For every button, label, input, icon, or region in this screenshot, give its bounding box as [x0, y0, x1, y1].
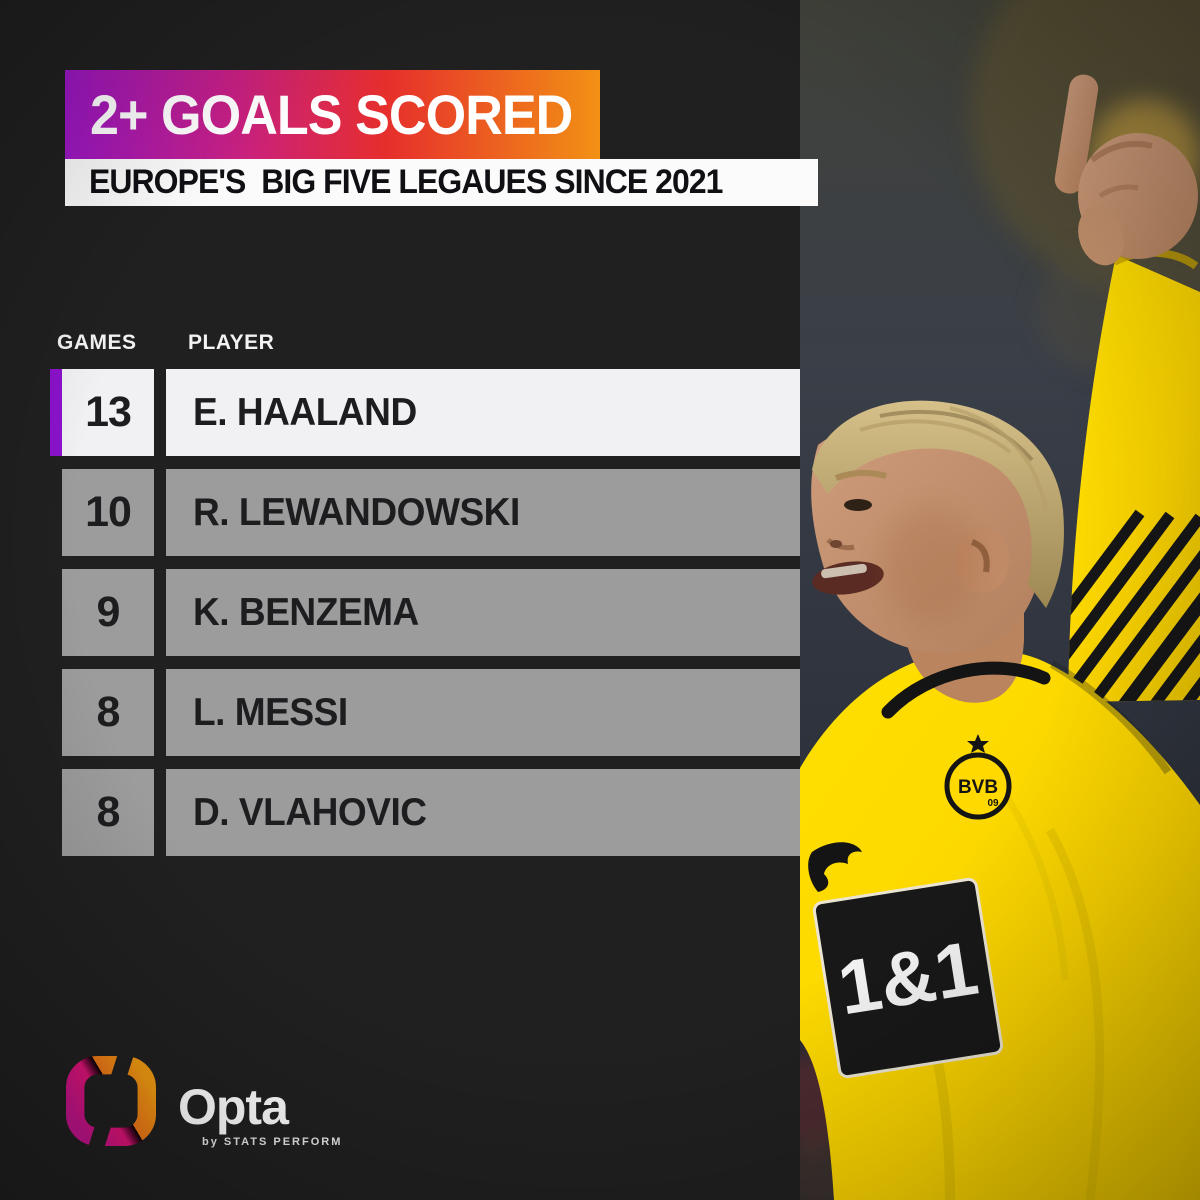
- player-photo: BVB 09 1&1: [764, 0, 1200, 1200]
- collar-trim: [881, 661, 1051, 719]
- games-value: 13: [85, 388, 132, 436]
- games-cell: 10: [62, 469, 154, 556]
- nostril: [830, 540, 842, 548]
- column-header-games: GAMES: [57, 331, 137, 354]
- thumb: [1078, 206, 1124, 266]
- hair-strand: [949, 406, 1048, 511]
- highlight-stripe: [50, 369, 62, 456]
- games-value: 8: [96, 688, 121, 736]
- page-title: 2+ GOALS SCORED: [90, 83, 573, 146]
- bvb-badge-number: 09: [987, 798, 999, 809]
- player-cell: K. BENZEMA: [166, 569, 800, 656]
- games-cell: 8: [62, 769, 154, 856]
- title-bar: 2+ GOALS SCORED: [65, 70, 600, 159]
- cheek-shading: [882, 507, 978, 623]
- column-header-player: PLAYER: [188, 331, 275, 354]
- player-name: K. BENZEMA: [193, 590, 419, 634]
- table-row: 10 R. LEWANDOWSKI: [50, 469, 800, 556]
- games-value: 10: [85, 488, 132, 536]
- brand-name: Opta: [178, 1079, 289, 1135]
- pointing-hand: [1054, 74, 1198, 266]
- underarm-shadow: [1049, 660, 1172, 775]
- index-finger: [1054, 74, 1099, 194]
- bvb-badge-text: BVB: [958, 777, 998, 798]
- bvb-badge-star: [967, 734, 989, 753]
- hair-strand: [859, 419, 1012, 454]
- games-cell: 9: [62, 569, 154, 656]
- player-hair: [812, 400, 1064, 608]
- knuckle-line: [1090, 140, 1153, 163]
- table-row: 13 E. HAALAND: [50, 369, 800, 456]
- brand-footer: Opta by STATS PERFORM: [66, 1056, 342, 1148]
- shoulder-stripes: [1068, 401, 1200, 702]
- player-name: E. HAALAND: [193, 390, 417, 434]
- eye: [844, 499, 872, 511]
- subtitle-bar: EUROPE'S BIG FIVE LEGAUES SINCE 2021: [65, 159, 818, 206]
- player-photo-illustration: BVB 09 1&1: [764, 0, 1200, 1200]
- page-subtitle: EUROPE'S BIG FIVE LEGAUES SINCE 2021: [89, 163, 723, 201]
- table-row: 8 L. MESSI: [50, 669, 800, 756]
- mouth: [812, 561, 884, 595]
- player-name: D. VLAHOVIC: [193, 790, 427, 834]
- teeth: [821, 563, 867, 579]
- eyebrow: [834, 470, 887, 481]
- bvb-badge: BVB 09: [944, 734, 1012, 820]
- brand-subtitle: by STATS PERFORM: [202, 1136, 343, 1148]
- brand-words: Opta by STATS PERFORM: [178, 1056, 342, 1148]
- games-value: 8: [96, 788, 121, 836]
- knuckle-line: [1098, 184, 1139, 199]
- sponsor-patch: 1&1: [812, 877, 1004, 1079]
- ear-inner: [970, 539, 990, 573]
- jersey-sleeve: [1068, 255, 1200, 702]
- opta-logo-icon: [66, 1056, 156, 1146]
- player-cell: L. MESSI: [166, 669, 800, 756]
- player-name: R. LEWANDOWSKI: [193, 490, 520, 534]
- player-cell: E. HAALAND: [166, 369, 800, 456]
- bvb-badge-circle: [944, 752, 1012, 820]
- player-cell: R. LEWANDOWSKI: [166, 469, 800, 556]
- table-row: 9 K. BENZEMA: [50, 569, 800, 656]
- jersey-fold: [1046, 827, 1105, 1200]
- raised-arm: [1054, 74, 1200, 702]
- games-cell: 13: [62, 369, 154, 456]
- table-row: 8 D. VLAHOVIC: [50, 769, 800, 856]
- player-name: L. MESSI: [193, 690, 348, 734]
- nose: [826, 538, 855, 551]
- games-cell: 8: [62, 669, 154, 756]
- player-cell: D. VLAHOVIC: [166, 769, 800, 856]
- puma-logo-icon: [808, 842, 862, 892]
- player-head: [811, 400, 1064, 654]
- games-value: 9: [96, 588, 121, 636]
